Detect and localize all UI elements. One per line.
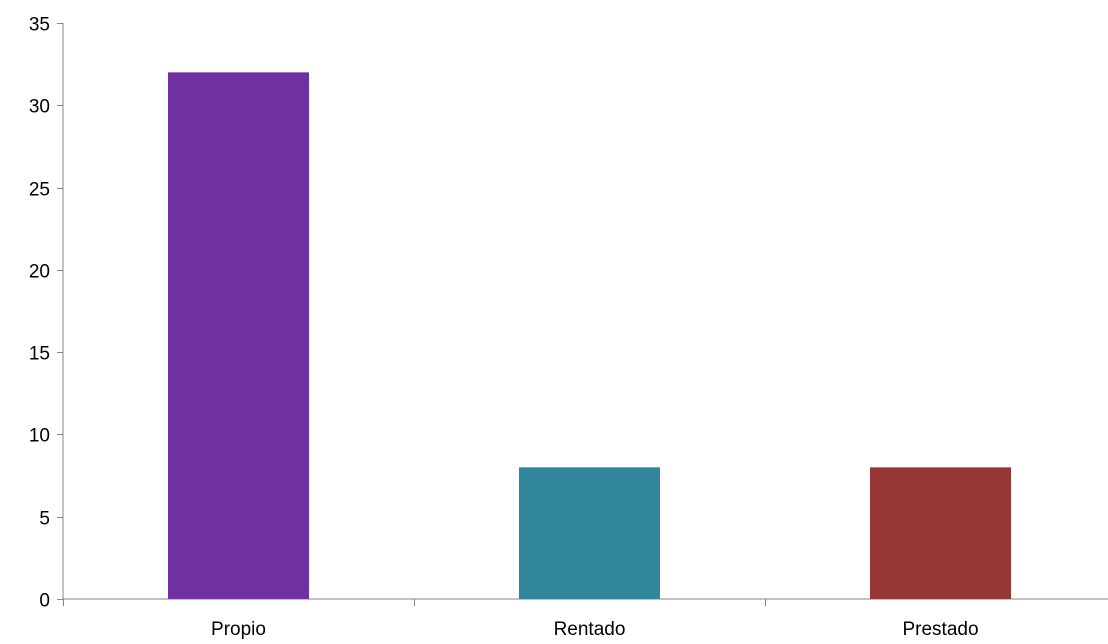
y-tick-label: 35 — [29, 15, 50, 36]
y-axis — [57, 23, 64, 600]
y-tick-label: 25 — [29, 180, 50, 201]
y-tick-label: 20 — [29, 262, 50, 283]
y-tick-label: 0 — [39, 591, 50, 612]
y-tick-label: 30 — [29, 97, 50, 118]
x-tick-label: Prestado — [902, 619, 978, 640]
x-tick-label: Rentado — [554, 619, 626, 640]
y-tick-label: 10 — [29, 426, 50, 447]
bar-propio — [168, 72, 309, 599]
x-tick-label: Propio — [211, 619, 266, 640]
bar-rentado — [519, 467, 660, 599]
x-tick-labels: Propio Rentado Prestado — [211, 619, 978, 640]
x-axis — [63, 598, 1108, 606]
bars — [168, 72, 1011, 599]
y-tick-label: 15 — [29, 344, 50, 365]
y-tick-label: 5 — [39, 509, 50, 530]
bar-prestado — [870, 467, 1011, 599]
y-tick-labels: 0 5 10 15 20 25 30 35 — [29, 15, 50, 612]
